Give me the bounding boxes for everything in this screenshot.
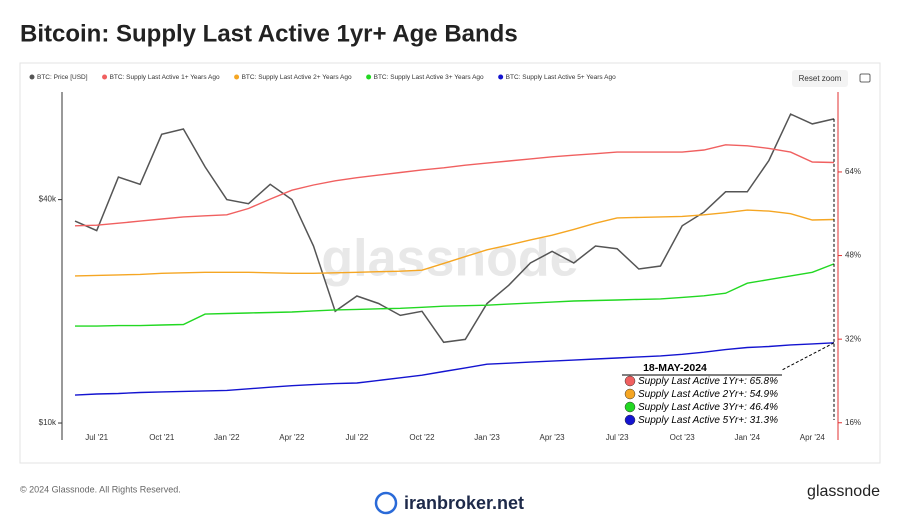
legend-marker: [102, 74, 108, 80]
chart-frame: [19, 62, 881, 464]
reset-button[interactable]: [792, 70, 848, 87]
legend-label: BTC: Price [USD]: [37, 74, 88, 81]
legend-marker: [498, 74, 504, 80]
camera-icon[interactable]: [859, 73, 871, 83]
x-tick-label: Apr '23: [540, 433, 566, 442]
annotation-dot: [624, 401, 636, 413]
annotation-line: Supply Last Active 3Yr+: 46.4%: [638, 402, 778, 413]
x-tick-label: Jul '22: [345, 433, 368, 442]
footer: © 2024 Glassnode. All Rights Reserved.: [20, 484, 181, 494]
series-line: [75, 263, 835, 327]
chart-title: Bitcoin: Supply Last Active 1yr+ Age Ban…: [20, 20, 518, 47]
x-tick-label: Jan '24: [734, 433, 760, 442]
y2-tick-label: 16%: [845, 418, 861, 427]
x-tick-label: Apr '22: [279, 433, 305, 442]
annotation-dot: [624, 414, 636, 426]
legend-label: BTC: Supply Last Active 1+ Years Ago: [110, 74, 220, 81]
y2-tick-label: 64%: [845, 167, 861, 176]
annotation-dot: [624, 375, 636, 387]
annotation-line: Supply Last Active 2Yr+: 54.9%: [638, 389, 778, 400]
y-tick-label: $40k: [39, 195, 57, 204]
brand: iranbroker.net: [404, 493, 524, 513]
legend-label: BTC: Supply Last Active 2+ Years Ago: [242, 74, 352, 81]
series-line: [74, 342, 835, 396]
reset-label[interactable]: Reset zoom: [799, 74, 842, 83]
x-tick-label: Jul '21: [85, 433, 108, 442]
legend-label: BTC: Supply Last Active 5+ Years Ago: [506, 74, 616, 81]
x-tick-label: Jan '23: [474, 433, 500, 442]
brand-icon: [374, 491, 398, 515]
y2-tick-label: 48%: [845, 251, 861, 260]
series-line: [74, 209, 835, 277]
x-tick-label: Oct '22: [409, 433, 435, 442]
legend-marker: [366, 74, 372, 80]
y2-tick-label: 32%: [845, 334, 861, 343]
annotation-line: Supply Last Active 5Yr+: 31.3%: [638, 415, 778, 426]
annotation-dot: [624, 388, 636, 400]
series-line: [74, 113, 835, 344]
series-line: [74, 144, 835, 227]
x-tick-label: Oct '23: [670, 433, 696, 442]
y-tick-label: $10k: [39, 418, 57, 427]
x-tick-label: Jul '23: [606, 433, 629, 442]
annotation-line: Supply Last Active 1Yr+: 65.8%: [638, 376, 778, 387]
x-tick-label: Oct '21: [149, 433, 175, 442]
x-tick-label: Jan '22: [214, 433, 240, 442]
legend-marker: [29, 74, 35, 80]
x-tick-label: Apr '24: [800, 433, 826, 442]
annotation-date: 18-MAY-2024: [643, 362, 707, 374]
legend-marker: [234, 74, 240, 80]
legend-label: BTC: Supply Last Active 3+ Years Ago: [374, 74, 484, 81]
logo: glassnode: [807, 483, 880, 500]
